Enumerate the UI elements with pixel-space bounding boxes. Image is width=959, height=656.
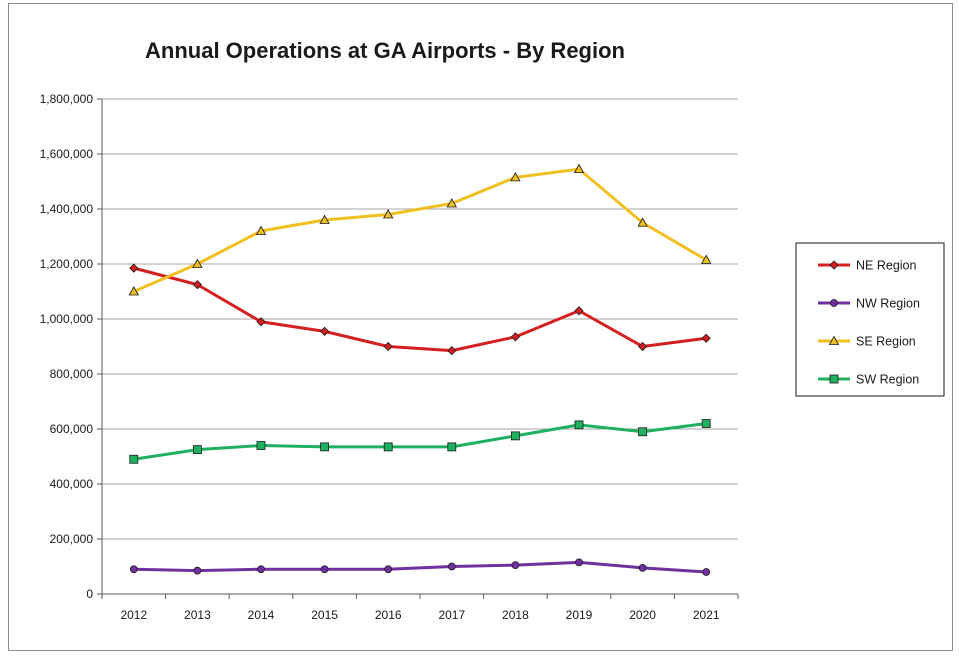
data-point <box>193 566 202 575</box>
x-tick-label: 2013 <box>184 608 211 622</box>
chart-title: Annual Operations at GA Airports - By Re… <box>145 38 625 63</box>
x-tick-label: 2019 <box>566 608 593 622</box>
y-tick-label: 400,000 <box>50 477 94 491</box>
legend-marker <box>829 374 839 384</box>
series-0 <box>129 263 711 356</box>
data-point <box>638 427 647 437</box>
legend: NE Region NW Region SE Region SW Region <box>795 242 945 397</box>
x-tick-label: 2021 <box>693 608 720 622</box>
y-tick-label: 1,000,000 <box>40 312 94 326</box>
x-axis-ticks: 2012 2013 2014 2015 2016 2017 2018 2019 2020 2021 <box>101 594 739 622</box>
series-line <box>133 167 707 293</box>
data-point <box>638 341 648 352</box>
data-point <box>320 565 329 574</box>
series-group <box>128 163 712 576</box>
series-1 <box>129 558 711 576</box>
gridlines <box>102 98 738 540</box>
data-point <box>319 214 330 224</box>
x-tick-label: 2018 <box>502 608 529 622</box>
legend-box <box>795 242 945 397</box>
data-point <box>383 442 393 452</box>
legend-marker <box>828 335 840 345</box>
legend-label: NW Region <box>856 297 920 311</box>
data-point <box>257 565 265 574</box>
data-point <box>446 198 457 208</box>
data-point <box>255 225 267 235</box>
data-point <box>383 341 393 352</box>
data-point <box>702 568 711 576</box>
x-tick-label: 2017 <box>438 608 465 622</box>
data-point <box>701 419 711 428</box>
y-tick-label: 200,000 <box>50 532 94 546</box>
data-point <box>574 306 584 316</box>
x-tick-label: 2014 <box>248 608 275 622</box>
series-2 <box>128 163 712 296</box>
x-tick-label: 2020 <box>629 608 656 622</box>
legend-marker <box>829 260 839 270</box>
data-point <box>320 442 330 452</box>
data-point <box>637 217 648 227</box>
y-tick-label: 1,800,000 <box>40 92 94 106</box>
data-point <box>575 558 583 567</box>
data-point <box>701 254 712 264</box>
data-point <box>128 286 139 296</box>
data-point <box>574 420 584 430</box>
data-point <box>384 565 393 574</box>
data-point <box>447 346 457 356</box>
data-point <box>510 431 520 441</box>
data-point <box>383 209 394 219</box>
data-point <box>256 317 266 327</box>
data-point <box>256 441 266 450</box>
data-point <box>129 263 139 273</box>
y-tick-label: 1,600,000 <box>40 147 94 161</box>
series-line <box>133 266 707 353</box>
legend-item: NW Region <box>818 297 920 311</box>
data-point <box>510 332 520 342</box>
y-axis-ticks: 0 200,000 400,000 600,000 800,000 1,000,000 1,… <box>40 92 102 601</box>
legend-label: SW Region <box>856 373 919 387</box>
y-tick-label: 0 <box>86 587 93 601</box>
series-3 <box>129 419 711 464</box>
data-point <box>192 445 202 455</box>
data-point <box>638 563 647 572</box>
x-tick-label: 2016 <box>375 608 402 622</box>
series-line <box>133 422 707 461</box>
y-tick-label: 800,000 <box>50 367 94 381</box>
data-point <box>510 172 521 182</box>
y-tick-label: 1,200,000 <box>40 257 94 271</box>
data-point <box>447 562 456 571</box>
x-tick-label: 2012 <box>120 608 147 622</box>
legend-label: NE Region <box>856 259 916 273</box>
y-tick-label: 1,400,000 <box>40 202 94 216</box>
data-point <box>129 565 138 574</box>
data-point <box>320 326 330 336</box>
data-point <box>701 333 711 343</box>
legend-label: SE Region <box>856 335 916 349</box>
data-point <box>573 163 585 174</box>
data-point <box>192 280 202 290</box>
data-point <box>511 561 520 570</box>
data-point <box>129 454 139 464</box>
legend-item: SW Region <box>818 373 919 387</box>
data-point <box>447 442 457 452</box>
series-line <box>133 560 707 574</box>
data-point <box>192 258 203 268</box>
legend-item: SE Region <box>818 335 916 349</box>
legend-marker <box>830 299 838 307</box>
x-tick-label: 2015 <box>311 608 338 622</box>
legend-item: NE Region <box>818 259 916 273</box>
y-tick-label: 600,000 <box>50 422 94 436</box>
